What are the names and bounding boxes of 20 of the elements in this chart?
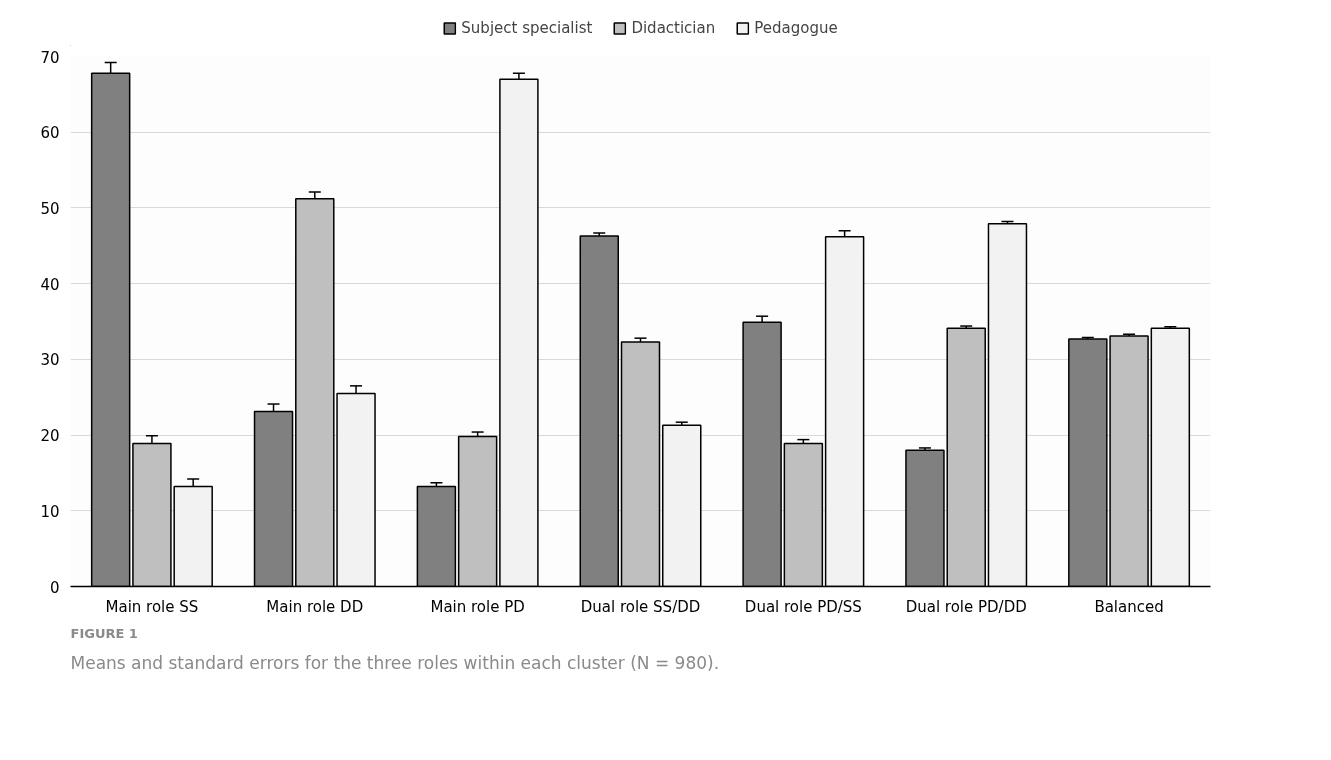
x-tick-label: Main role DD [266,597,364,616]
x-tick-label: Main role SS [105,597,199,616]
legend-label: Didactician [631,19,716,37]
y-tick-label: 60 [40,124,60,143]
x-tick-label: Dual role PD/SS [744,597,862,616]
legend-label: Subject specialist [461,19,593,37]
y-tick-label: 40 [40,275,60,294]
x-tick-label: Main role PD [430,597,525,616]
x-tick-label: Balanced [1094,597,1164,616]
y-tick-label: 70 [40,48,60,67]
text: Means and standard errors for the three roles within each cluster (N = 980). [70,652,720,673]
legend-label: Pedagogue [754,19,838,37]
caption: FIGURE 1 [70,625,138,641]
y-tick-label: 30 [40,351,60,370]
y-tick-label: 0 [49,578,60,597]
y-tick-label: 10 [40,502,60,521]
x-tick-label: Dual role SS/DD [580,597,701,616]
y-tick-label: 20 [40,427,60,446]
x-tick-label: Dual role PD/DD [905,597,1027,616]
y-tick-label: 50 [40,199,60,218]
